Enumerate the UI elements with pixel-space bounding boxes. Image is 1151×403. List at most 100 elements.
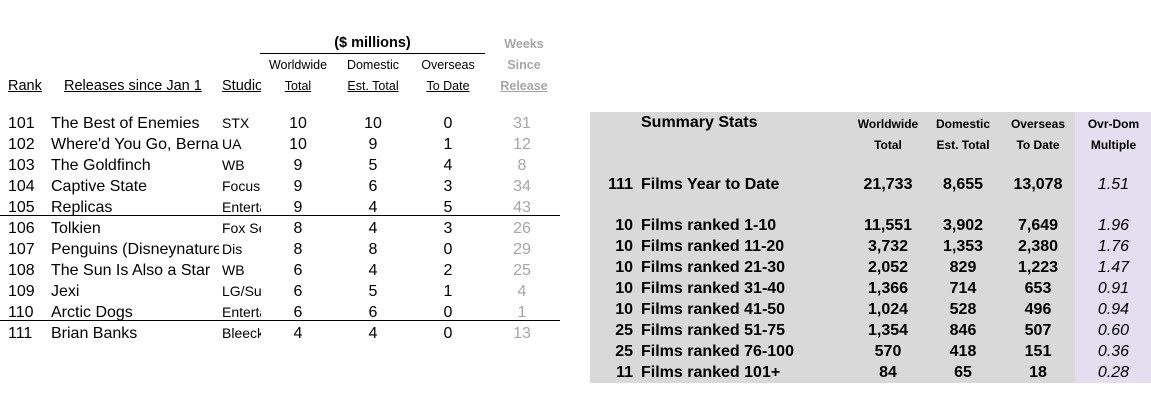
- film-worldwide: 8: [293, 220, 303, 237]
- film-weeks: 13: [513, 325, 531, 342]
- summary-worldwide: 11,551: [863, 217, 913, 234]
- summary-domestic: 8,655: [942, 176, 984, 193]
- summary-count: 25: [615, 343, 633, 360]
- film-weeks: 34: [513, 178, 531, 195]
- summary-overseas: 7,649: [1017, 217, 1059, 234]
- summary-count: 10: [615, 217, 633, 234]
- film-studio: Fox Searchlight: [222, 220, 261, 236]
- film-title: The Sun Is Also a Star: [51, 262, 211, 279]
- summary-domestic: 418: [949, 343, 977, 360]
- film-weeks: 25: [513, 262, 531, 279]
- summary-overseas: 653: [1024, 280, 1052, 297]
- summary-label: Films ranked 21-30: [641, 259, 786, 276]
- summary-count: 25: [615, 322, 633, 339]
- summary-multiple: 0.60: [1097, 322, 1130, 339]
- summary-worldwide: 1,354: [867, 322, 909, 339]
- summary-multiple: 1.76: [1097, 238, 1130, 255]
- table-row: 104 Captive State Focus 9 6 3 34: [0, 176, 560, 197]
- film-rank: 105: [8, 199, 35, 216]
- film-title: Tolkien: [51, 220, 101, 237]
- film-studio: WB: [222, 262, 245, 278]
- summary-multiple: 0.36: [1097, 343, 1130, 360]
- summary-multiple: 1.47: [1097, 259, 1130, 276]
- film-rank: 106: [8, 220, 35, 237]
- film-title: Jexi: [51, 283, 80, 300]
- film-weeks: 1: [517, 304, 527, 321]
- summary-row: 111 Films Year to Date 21,733 8,655 13,078 1.…: [0, 174, 1151, 195]
- summary-count: 10: [615, 280, 633, 297]
- film-title: The Goldfinch: [51, 157, 151, 174]
- summary-worldwide: 84: [879, 364, 897, 381]
- table-row: 106 Tolkien Fox Searchlight 8 4 3 26: [0, 218, 560, 239]
- summary-row: 10 Films ranked 1-10 11,551 3,902 7,649 1.96: [0, 215, 1151, 236]
- film-domestic: 4: [368, 220, 378, 237]
- film-domestic: 4: [368, 199, 378, 216]
- summary-domestic: 65: [954, 364, 972, 381]
- film-studio: Dis: [222, 241, 243, 257]
- summary-ww-line1: Worldwide: [857, 117, 919, 131]
- summary-overseas: 151: [1024, 343, 1052, 360]
- summary-domestic: 829: [949, 259, 977, 276]
- table-row: 109 Jexi LG/Summit 6 5 1 4: [0, 281, 560, 302]
- film-overseas: 5: [443, 199, 453, 216]
- film-domestic: 5: [368, 157, 378, 174]
- summary-overseas: 18: [1029, 364, 1047, 381]
- film-rank: 103: [8, 157, 35, 174]
- film-title: Replicas: [51, 199, 113, 216]
- film-studio: STX: [222, 115, 250, 131]
- table-row: 111 Brian Banks Bleecker Street 4 4 0 13: [0, 323, 560, 344]
- summary-label: Films ranked 11-20: [641, 238, 785, 255]
- film-studio: WB: [222, 157, 245, 173]
- summary-worldwide: 1,024: [867, 301, 909, 318]
- film-worldwide: 6: [293, 262, 303, 279]
- studio-header: Studio: [222, 78, 261, 94]
- summary-overseas: 1,223: [1017, 259, 1059, 276]
- overseas-header-line2: To Date: [426, 79, 470, 93]
- summary-label: Films ranked 51-75: [641, 322, 786, 339]
- weeks-header-line2: Since: [507, 58, 541, 72]
- summary-label: Films ranked 101+: [641, 364, 781, 381]
- table-row: 101 The Best of Enemies STX 10 10 0 31: [0, 113, 560, 134]
- film-domestic: 8: [368, 241, 378, 258]
- summary-worldwide: 1,366: [867, 280, 909, 297]
- summary-multiple: 1.51: [1097, 176, 1130, 193]
- summary-label: Films ranked 76-100: [641, 343, 794, 360]
- film-studio: LG/Summit: [222, 283, 261, 299]
- overseas-header-line1: Overseas: [421, 58, 475, 72]
- table-row: 108 The Sun Is Also a Star WB 6 4 2 25: [0, 260, 560, 281]
- film-rank: 101: [8, 115, 35, 132]
- film-worldwide: 4: [293, 325, 303, 342]
- summary-count: 10: [615, 238, 633, 255]
- film-worldwide: 10: [289, 115, 307, 132]
- summary-ovr-line2: To Date: [1016, 138, 1060, 152]
- film-weeks: 8: [517, 157, 527, 174]
- film-worldwide: 9: [293, 178, 303, 195]
- table-row: 105 Replicas Entertainment Studios 9 4 5 43: [0, 197, 560, 218]
- film-domestic: 9: [368, 136, 378, 153]
- table-row: 102 Where'd You Go, BernadetteUA 10 9 1 12: [0, 134, 560, 155]
- summary-ovr-line1: Overseas: [1010, 117, 1066, 131]
- summary-title: Summary Stats: [641, 114, 758, 131]
- summary-dom-line1: Domestic: [935, 117, 991, 131]
- film-rank: 107: [8, 241, 35, 258]
- film-overseas: 2: [443, 262, 453, 279]
- currency-group-header: ($ millions): [334, 35, 411, 51]
- summary-row: 25 Films ranked 76-100 570 418 151 0.36: [0, 341, 1151, 362]
- summary-ww-line2: Total: [874, 138, 902, 152]
- summary-row: 10 Films ranked 21-30 2,052 829 1,223 1.47: [0, 257, 1151, 278]
- film-studio: UA: [222, 136, 242, 152]
- film-studio: Focus: [222, 178, 261, 194]
- summary-label: Films Year to Date: [641, 176, 780, 193]
- summary-mult-line2: Multiple: [1090, 138, 1137, 152]
- summary-worldwide: 570: [874, 343, 902, 360]
- summary-panel: [590, 112, 1151, 383]
- summary-overseas: 496: [1024, 301, 1052, 318]
- film-domestic: 6: [368, 304, 378, 321]
- film-worldwide: 9: [293, 157, 303, 174]
- films-table: 101 The Best of Enemies STX 10 10 0 31 102 Where…: [0, 113, 560, 344]
- summary-overseas: 507: [1024, 322, 1052, 339]
- summary-overseas: 13,078: [1013, 176, 1063, 193]
- weeks-header-line1: Weeks: [504, 37, 544, 51]
- film-title: Where'd You Go, Bernadette: [51, 136, 219, 153]
- film-title: Penguins (Disneynature): [51, 241, 219, 258]
